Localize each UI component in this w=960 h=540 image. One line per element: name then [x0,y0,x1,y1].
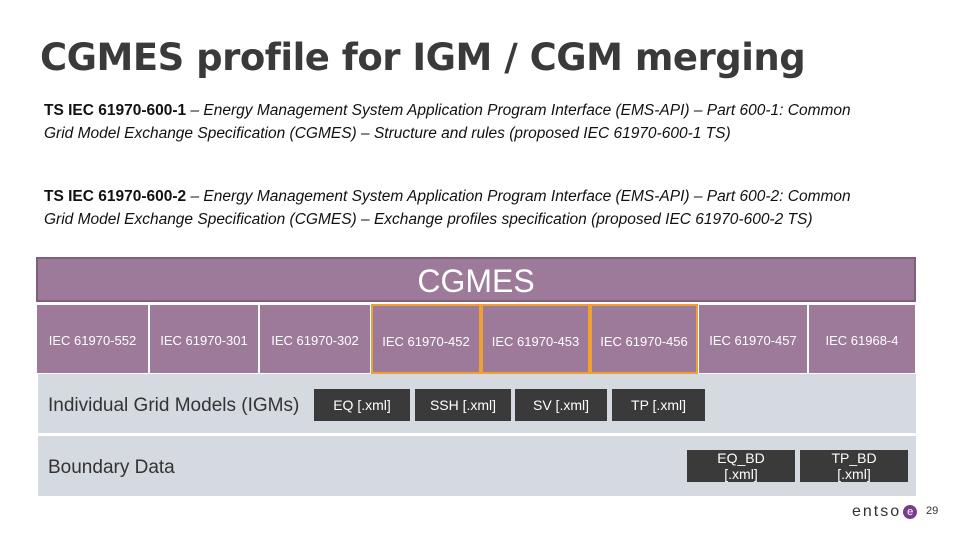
standard-box: IEC 61970-301 [149,304,259,374]
standard-box: IEC 61970-552 [36,304,149,374]
file-box-tp-bd: TP_BD [.xml] [800,450,908,482]
file-box-line: TP_BD [831,450,877,466]
file-box-line: [.xml] [724,466,758,482]
standard-box-highlighted: IEC 61970-456 [590,304,698,374]
standard-box: IEC 61968-4 [808,304,916,374]
file-box-eq: EQ [.xml] [314,389,410,421]
file-box-line: EQ_BD [717,450,765,466]
standards-row: IEC 61970-552 IEC 61970-301 IEC 61970-30… [36,304,916,374]
boundary-label: Boundary Data [48,457,175,478]
file-box-tp: TP [.xml] [612,389,705,421]
logo-text: entso [852,503,902,520]
file-box-eq-bd: EQ_BD [.xml] [687,450,795,482]
spec-description: – Energy Management System Application P… [44,188,851,228]
standard-box-highlighted: IEC 61970-452 [371,304,481,374]
standard-box: IEC 61970-302 [259,304,371,374]
page-number: 29 [926,505,939,517]
page-title: CGMES profile for IGM / CGM merging [40,36,806,79]
cgmes-header: CGMES [36,257,916,302]
logo-e-icon: e [903,504,918,519]
standard-box: IEC 61970-457 [698,304,808,374]
entsoe-logo: entso e [852,503,918,521]
file-box-ssh: SSH [.xml] [415,389,511,421]
spec-paragraph-1: TS IEC 61970-600-1 – Energy Management S… [44,99,874,145]
standard-box-highlighted: IEC 61970-453 [481,304,590,374]
file-box-line: [.xml] [837,466,871,482]
spec-description: – Energy Management System Application P… [44,102,851,142]
spec-code: TS IEC 61970-600-2 [44,188,187,205]
spec-code: TS IEC 61970-600-1 [44,102,187,119]
igm-label: Individual Grid Models (IGMs) [48,395,300,416]
file-box-sv: SV [.xml] [515,389,607,421]
spec-paragraph-2: TS IEC 61970-600-2 – Energy Management S… [44,185,874,231]
